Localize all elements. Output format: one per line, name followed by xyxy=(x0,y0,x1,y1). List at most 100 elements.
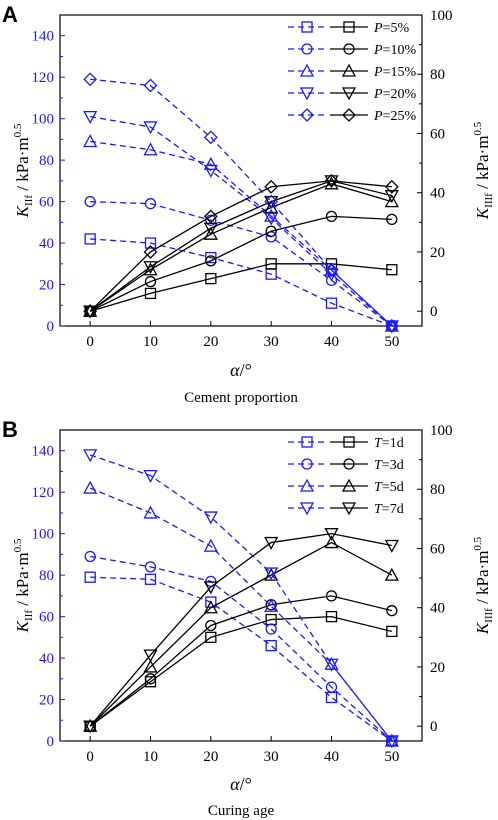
data-point-kII xyxy=(205,251,217,264)
series-line-kIII xyxy=(89,595,392,727)
data-point-kII xyxy=(264,567,279,581)
y-right-tick-label: 80 xyxy=(430,482,445,498)
data-point-kIII xyxy=(203,600,218,614)
data-point-kII xyxy=(325,297,338,309)
data-point-kIII xyxy=(264,536,279,550)
series-line-kII xyxy=(89,487,393,742)
data-point-kIII xyxy=(324,535,339,549)
data-point-kII xyxy=(384,735,399,749)
data-point-kIII xyxy=(386,264,398,276)
data-point-kII xyxy=(83,480,98,494)
data-point-kII xyxy=(144,573,157,585)
series-line-kIII xyxy=(89,180,392,312)
data-point-kII xyxy=(203,538,218,552)
series-line-kII xyxy=(90,140,393,327)
data-point-kIII xyxy=(143,261,158,275)
legend: T=1d T=3d T=5d T=7d xyxy=(288,436,404,517)
data-point-kII xyxy=(264,212,279,226)
data-point-kII xyxy=(143,505,158,519)
data-point-kIII xyxy=(384,539,399,553)
plot-frame xyxy=(59,429,423,742)
data-point-kIII xyxy=(386,625,398,638)
x-tick-label: 40 xyxy=(324,334,339,350)
data-point-kII xyxy=(143,469,158,483)
data-point-kIII xyxy=(203,581,218,595)
y-right-tick-label: 100 xyxy=(430,8,453,24)
legend-marker-kIII xyxy=(341,87,357,101)
x-tick-label: 30 xyxy=(264,749,279,765)
x-axis-title: α/° xyxy=(230,774,252,794)
x-tick-label: 20 xyxy=(203,334,218,350)
y-left-tick-label: 0 xyxy=(47,319,55,335)
panel-label: B xyxy=(2,417,18,442)
legend-marker-kIII xyxy=(343,43,355,55)
legend-label: T=7d xyxy=(374,502,404,517)
y-right-tick-label: 100 xyxy=(430,423,453,439)
y-left-axis-title: KIIf / kPa·m0.5 xyxy=(12,123,35,218)
y-left-tick-label: 60 xyxy=(39,195,54,211)
y-right-axis-title: KIIIf / kPa·m0.5 xyxy=(472,536,495,635)
chart-panel-a: A 0 10 20 30 40 50 0 20 40 60 80 100 120 140 0 20 40 60 80 1… xyxy=(2,2,495,406)
legend-label: T=5d xyxy=(374,480,404,495)
y-left-tick-label: 40 xyxy=(39,651,54,667)
data-point-kII xyxy=(203,511,218,525)
data-point-kII xyxy=(264,598,279,612)
y-left-tick-label: 100 xyxy=(32,112,55,128)
legend-label: P=20% xyxy=(373,87,416,102)
legend-marker-kIII xyxy=(342,108,356,122)
y-right-tick-label: 20 xyxy=(430,660,445,676)
data-point-kII xyxy=(83,449,98,463)
legend-label: P=10% xyxy=(373,43,416,58)
y-left-tick-label: 120 xyxy=(32,70,55,86)
legend-marker-kII xyxy=(299,478,315,492)
x-tick-label: 40 xyxy=(324,749,339,765)
legend-marker-kII xyxy=(301,43,313,55)
data-point-kIII xyxy=(265,225,277,237)
data-point-kII xyxy=(84,233,96,245)
legend: P=5% P=10% P=15% P=20% P=25% xyxy=(288,21,416,124)
series-line-kII xyxy=(89,454,393,742)
data-point-kII xyxy=(144,237,157,249)
legend-label: P=5% xyxy=(373,21,409,36)
legend-marker-kIII xyxy=(341,63,357,77)
legend-marker-kII xyxy=(300,108,314,122)
data-point-kIII xyxy=(265,258,277,270)
series-line-kIII xyxy=(89,615,392,727)
legend-marker-kII xyxy=(301,436,313,448)
data-point-kII xyxy=(83,134,98,148)
data-point-kIII xyxy=(205,631,217,643)
series-line-kIII xyxy=(89,215,392,312)
y-left-tick-label: 120 xyxy=(32,485,55,501)
data-point-kII xyxy=(264,194,279,209)
y-left-tick-label: 0 xyxy=(47,734,55,750)
data-point-kIII xyxy=(264,179,279,194)
data-point-kIII xyxy=(205,619,217,632)
legend-marker-kIII xyxy=(343,21,355,33)
y-left-tick-label: 140 xyxy=(32,29,55,45)
data-point-kII xyxy=(324,658,339,672)
data-point-kIII xyxy=(205,255,217,267)
legend-label: P=15% xyxy=(373,65,416,80)
y-right-tick-label: 0 xyxy=(430,719,438,735)
y-left-tick-label: 140 xyxy=(32,444,55,460)
data-point-kIII xyxy=(144,275,157,288)
legend-marker-kII xyxy=(301,21,313,33)
series-line-kIII xyxy=(89,263,392,312)
data-point-kIII xyxy=(144,287,157,300)
legend-marker-kII xyxy=(301,458,313,470)
legend-marker-kII xyxy=(299,63,315,77)
data-point-kIII xyxy=(324,173,339,188)
data-point-kII xyxy=(264,208,279,222)
y-right-tick-label: 60 xyxy=(430,541,445,557)
data-point-kIII xyxy=(325,210,338,223)
x-tick-label: 50 xyxy=(384,334,399,350)
data-point-kIII xyxy=(325,590,338,602)
data-point-kIII xyxy=(203,209,218,224)
legend-marker-kIII xyxy=(341,478,357,492)
data-point-kII xyxy=(143,78,158,93)
series-line-kIII xyxy=(89,183,393,312)
data-point-kIII xyxy=(83,305,98,319)
data-point-kII xyxy=(143,142,158,156)
panel-caption: Cement proportion xyxy=(184,390,298,406)
